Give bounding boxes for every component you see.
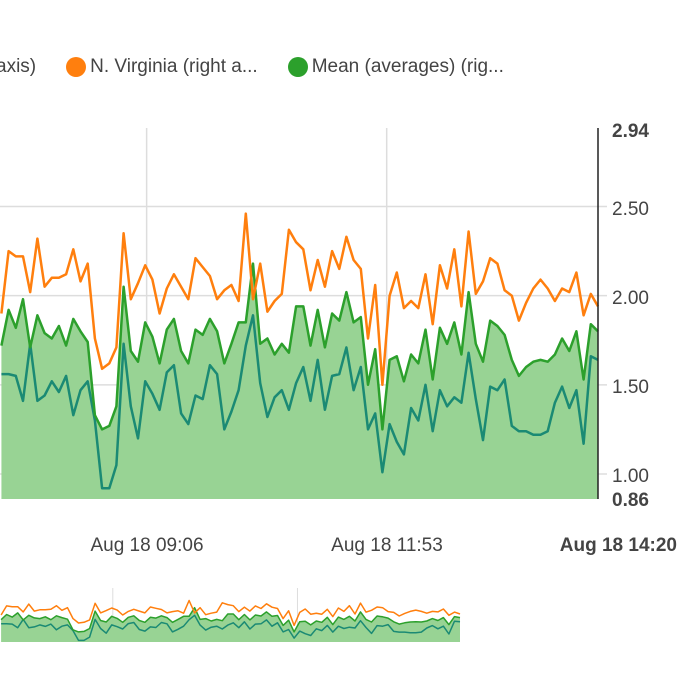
navigator-area-mean <box>1 607 460 642</box>
circle-icon <box>287 57 308 77</box>
legend-label: axis) <box>0 56 37 77</box>
legend-label: N. Virginia (right a... <box>90 56 258 77</box>
series-line-1 <box>0 212 600 387</box>
y-tick-label: 2.50 <box>612 199 649 220</box>
circle-icon <box>66 57 87 77</box>
area-mean <box>1 263 598 499</box>
y-tick-label: 0.86 <box>612 490 649 511</box>
navigator-series-line-0 <box>1 614 461 642</box>
series-line-0 <box>1 314 599 490</box>
navigator-series-line-2 <box>0 606 461 633</box>
legend-item-mean[interactable]: Mean (averages) (rig... <box>287 56 504 78</box>
x-tick-label: Aug 18 14:20 <box>560 535 677 556</box>
legend: axis) N. Virginia (right a... Mean (aver… <box>0 54 534 80</box>
y-tick-label: 1.00 <box>612 466 649 487</box>
x-tick-label: Aug 18 09:06 <box>90 535 203 556</box>
series-line-2 <box>0 262 599 431</box>
y-tick-label: 2.00 <box>612 288 649 309</box>
legend-item-n-virginia[interactable]: N. Virginia (right a... <box>66 56 258 78</box>
navigator-series-line-1 <box>0 599 461 627</box>
y-tick-label: 2.94 <box>612 121 649 142</box>
legend-label: Mean (averages) (rig... <box>311 56 504 77</box>
x-tick-label: Aug 18 11:53 <box>331 535 443 556</box>
navigator[interactable] <box>0 588 461 642</box>
y-tick-label: 1.50 <box>612 377 649 398</box>
legend-item-series-1[interactable]: axis) <box>0 56 36 78</box>
